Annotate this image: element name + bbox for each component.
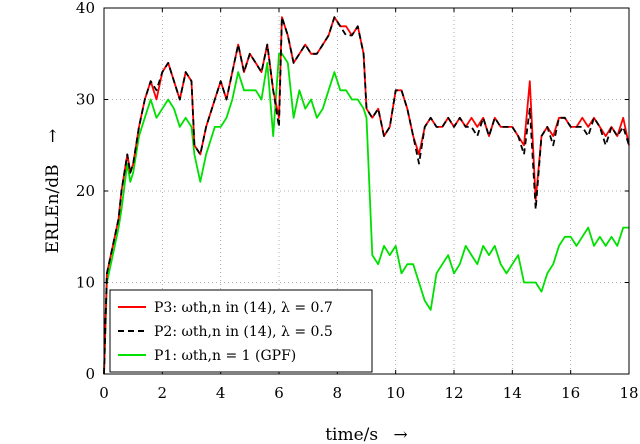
x-tick-label: 0 bbox=[99, 384, 109, 402]
y-tick-label: 20 bbox=[76, 182, 95, 200]
x-tick-label: 18 bbox=[619, 384, 638, 402]
y-tick-label: 0 bbox=[85, 365, 95, 383]
x-tick-label: 2 bbox=[158, 384, 168, 402]
x-axis-label: time/s → bbox=[325, 425, 408, 444]
series-line-2 bbox=[103, 16, 630, 375]
y-axis-label: ERLEn/dB → bbox=[43, 129, 63, 254]
x-tick-label: 16 bbox=[561, 384, 580, 402]
series-layer bbox=[103, 16, 630, 375]
y-tick-label: 10 bbox=[76, 274, 95, 292]
x-tick-label: 12 bbox=[444, 384, 463, 402]
legend-label-1: P3: ωth,n in (14), λ = 0.7 bbox=[154, 300, 333, 316]
series-line-3 bbox=[103, 52, 629, 375]
x-axis-arrow: → bbox=[394, 425, 408, 444]
y-tick-label: 40 bbox=[76, 0, 95, 17]
legend-label-2: P2: ωth,n in (14), λ = 0.5 bbox=[154, 324, 333, 340]
legend-entries: P3: ωth,n in (14), λ = 0.7 P2: ωth,n in (… bbox=[118, 300, 333, 364]
y-axis-label-text: ERLEn/dB bbox=[43, 164, 63, 253]
legend-label-3: P1: ωth,n = 1 (GPF) bbox=[154, 348, 296, 364]
y-tick-label: 30 bbox=[76, 91, 95, 109]
x-tick-label: 8 bbox=[333, 384, 343, 402]
x-tick-label: 10 bbox=[386, 384, 405, 402]
legend-box bbox=[109, 289, 373, 373]
x-axis-label-text: time/s bbox=[325, 425, 378, 444]
x-tick-label: 14 bbox=[503, 384, 522, 402]
x-tick-label: 4 bbox=[216, 384, 226, 402]
x-tick-label: 6 bbox=[274, 384, 284, 402]
legend: P3: ωth,n in (14), λ = 0.7 P2: ωth,n in (… bbox=[109, 289, 373, 373]
y-axis-arrow: → bbox=[43, 129, 63, 143]
